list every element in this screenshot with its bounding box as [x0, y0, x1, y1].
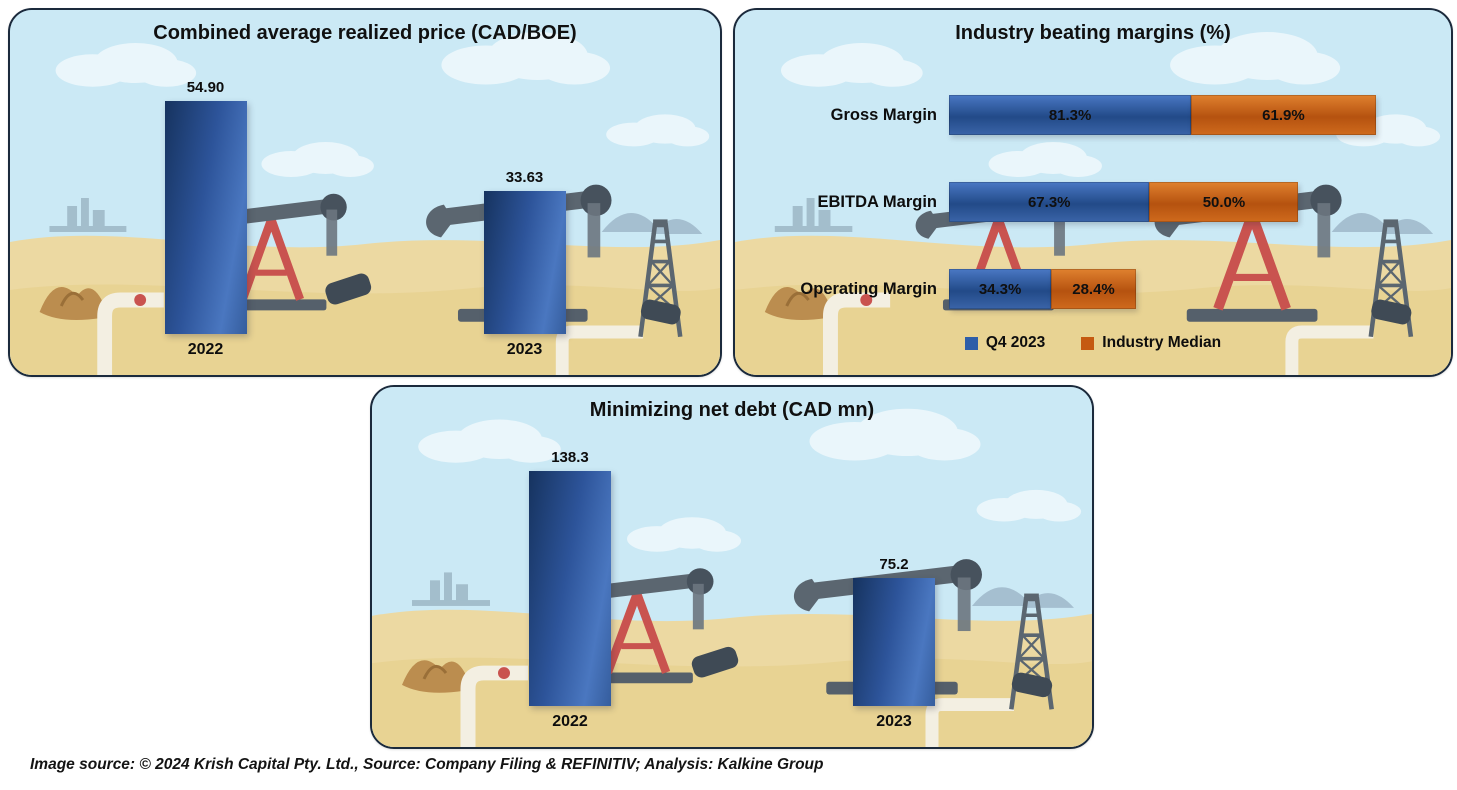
- margin-row-operating: Operating Margin 34.3% 28.4%: [751, 268, 1381, 310]
- segment-q4-2023: 34.3%: [949, 269, 1052, 309]
- category-label: 2022: [187, 341, 224, 358]
- chart-legend: Q4 2023 Industry Median: [735, 334, 1451, 352]
- chart-title: Industry beating margins (%): [955, 22, 1231, 44]
- bar-value-label: 54.90: [186, 79, 225, 96]
- bar-track: 34.3% 28.4%: [949, 269, 1381, 309]
- category-label: 2023: [876, 713, 912, 730]
- segment-value-label: 50.0%: [1202, 193, 1246, 211]
- bar-2022: [529, 471, 611, 706]
- segment-industry-median: 28.4%: [1051, 269, 1136, 309]
- bar-group-2022: 54.90 2022: [126, 79, 286, 373]
- bar-value-label: 75.2: [879, 556, 909, 573]
- segment-value-label: 34.3%: [978, 280, 1022, 298]
- segment-value-label: 61.9%: [1262, 106, 1305, 124]
- margin-row-gross: Gross Margin 81.3% 61.9%: [751, 94, 1381, 136]
- chart-panel-realized-price: Combined average realized price (CAD/BOE…: [8, 8, 722, 377]
- bar-2023: [853, 578, 935, 706]
- legend-item-industry-median: Industry Median: [1081, 334, 1221, 352]
- bar-track: 81.3% 61.9%: [949, 95, 1381, 135]
- segment-value-label: 28.4%: [1072, 280, 1115, 298]
- category-label: 2023: [506, 341, 543, 358]
- segment-value-label: 81.3%: [1048, 106, 1092, 124]
- bar-chart-realized-price: 54.90 2022 33.63 2023: [46, 79, 684, 373]
- bar-group-2023: 33.63 2023: [445, 169, 605, 373]
- category-label: 2022: [552, 713, 588, 730]
- row-label: Operating Margin: [800, 279, 937, 298]
- legend-swatch-orange: [1081, 336, 1095, 350]
- bar-value-label: 33.63: [505, 169, 544, 186]
- segment-industry-median: 50.0%: [1149, 182, 1299, 222]
- legend-swatch-blue: [964, 336, 978, 350]
- source-note: Image source: © 2024 Krish Capital Pty. …: [30, 756, 824, 773]
- margin-row-ebitda: EBITDA Margin 67.3% 50.0%: [751, 181, 1381, 223]
- bar-group-2023: 75.2 2023: [814, 556, 974, 745]
- chart-panel-net-debt: Minimizing net debt (CAD mn) 138.3 2022 …: [370, 385, 1094, 749]
- bar-group-2022: 138.3 2022: [490, 449, 650, 745]
- legend-label: Industry Median: [1102, 334, 1222, 351]
- segment-industry-median: 61.9%: [1191, 95, 1376, 135]
- row-label: EBITDA Margin: [817, 192, 937, 211]
- bar-chart-net-debt: 138.3 2022 75.2 2023: [408, 449, 1056, 745]
- chart-panel-margins: Industry beating margins (%) Gross Margi…: [733, 8, 1453, 377]
- chart-title: Minimizing net debt (CAD mn): [589, 399, 875, 421]
- row-label: Gross Margin: [830, 105, 937, 124]
- segment-q4-2023: 81.3%: [949, 95, 1192, 135]
- stacked-bar-chart-margins: Gross Margin 81.3% 61.9% EBITDA Margin 6…: [751, 94, 1381, 310]
- chart-title: Combined average realized price (CAD/BOE…: [153, 22, 577, 44]
- bar-2022: [164, 101, 247, 334]
- bar-2023: [483, 191, 566, 334]
- bar-track: 67.3% 50.0%: [949, 182, 1381, 222]
- legend-item-q4-2023: Q4 2023: [964, 334, 1046, 352]
- segment-q4-2023: 67.3%: [949, 182, 1150, 222]
- segment-value-label: 67.3%: [1027, 193, 1071, 211]
- legend-label: Q4 2023: [985, 334, 1046, 351]
- bar-value-label: 138.3: [551, 449, 589, 466]
